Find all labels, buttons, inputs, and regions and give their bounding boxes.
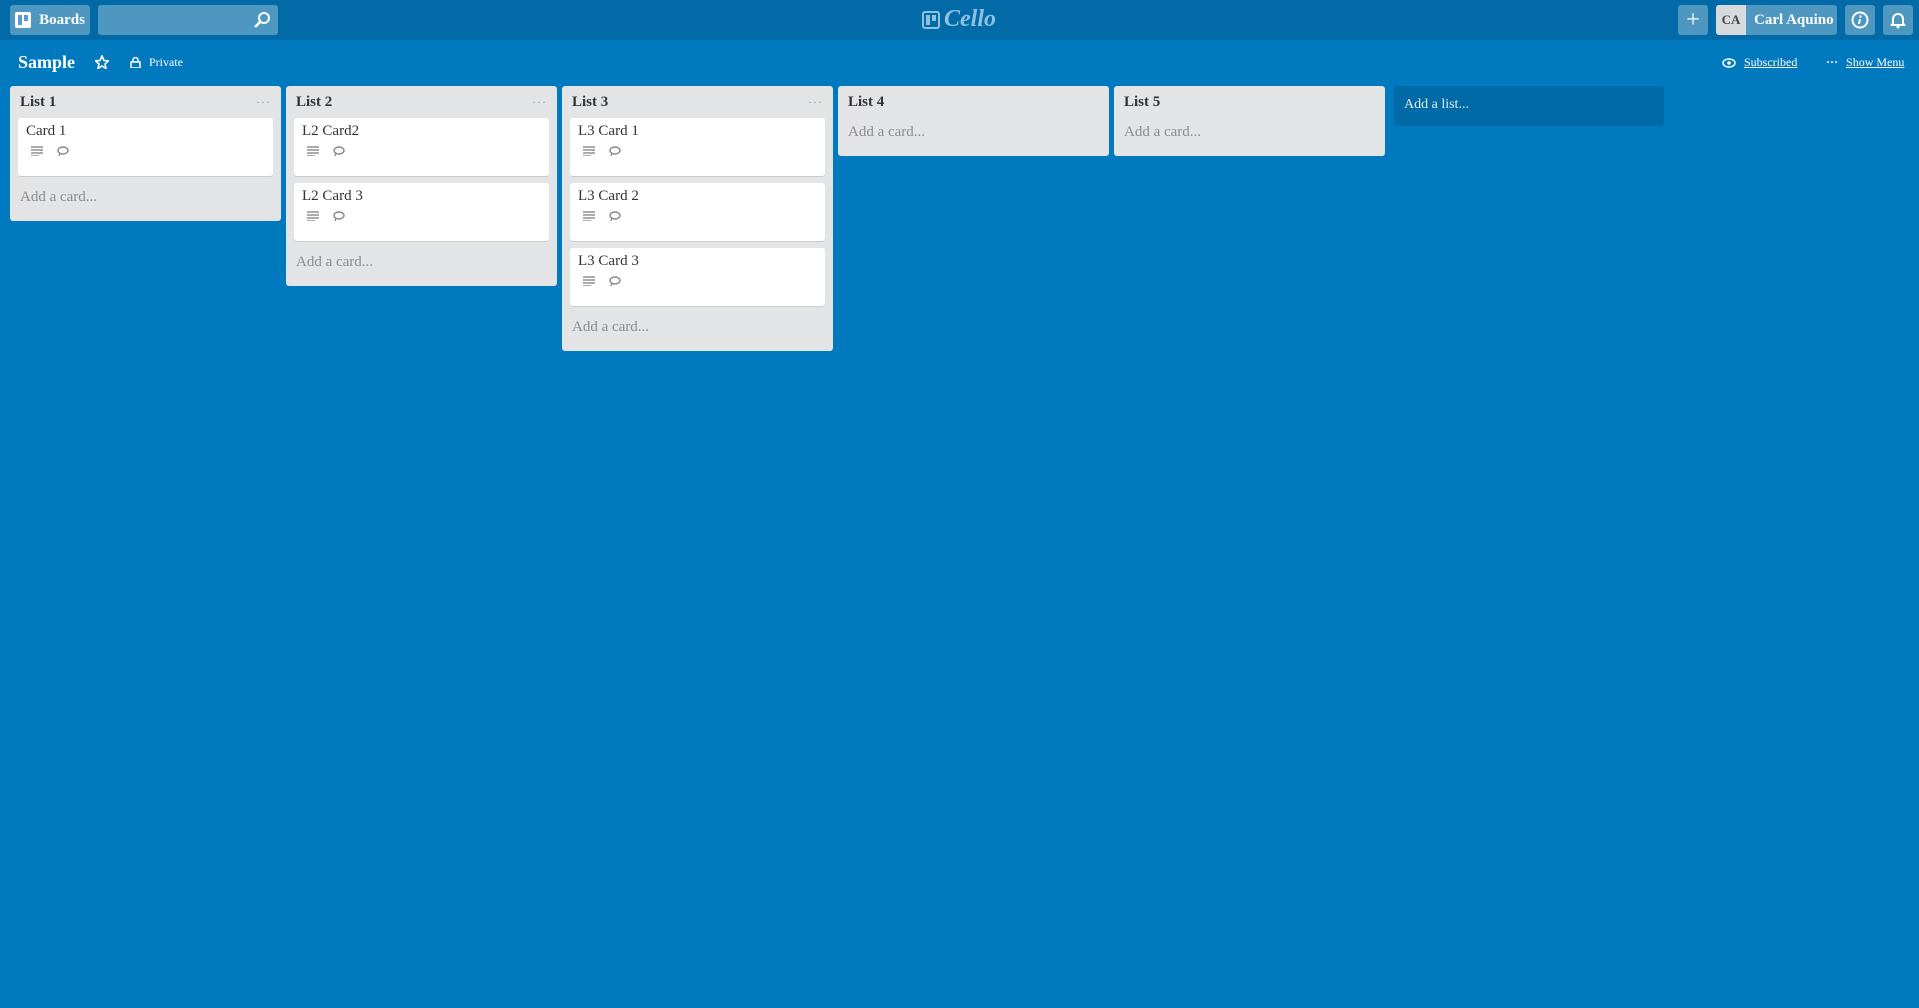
list-menu-icon[interactable]: ··· bbox=[532, 94, 547, 109]
card-badges bbox=[302, 211, 541, 221]
card[interactable]: L3 Card 3 bbox=[570, 248, 825, 306]
card-title: L2 Card2 bbox=[302, 123, 360, 139]
list-title[interactable]: List 5 bbox=[1124, 93, 1161, 110]
card-title: L3 Card 2 bbox=[578, 188, 639, 204]
card[interactable]: L2 Card 3 bbox=[294, 183, 549, 241]
subscribed-button[interactable]: Subscribed bbox=[1722, 55, 1797, 70]
member-button[interactable]: CA Carl Aquino bbox=[1716, 5, 1837, 35]
notifications-button[interactable] bbox=[1883, 5, 1913, 35]
comment-icon bbox=[333, 211, 345, 221]
list: List 1 ··· Card 1 Add a card... bbox=[10, 86, 281, 221]
star-icon[interactable] bbox=[95, 55, 109, 69]
add-card-button[interactable]: Add a card... bbox=[1124, 124, 1202, 140]
subscribed-label: Subscribed bbox=[1744, 55, 1798, 69]
list-title[interactable]: List 2 bbox=[296, 93, 333, 110]
add-card-button[interactable]: Add a card... bbox=[848, 124, 926, 140]
description-icon bbox=[307, 146, 319, 156]
comment-icon bbox=[609, 276, 621, 286]
visibility-button[interactable]: Private bbox=[130, 55, 183, 70]
description-icon bbox=[583, 276, 595, 286]
list-menu-icon[interactable]: ··· bbox=[256, 94, 271, 109]
list: List 4 Add a card... bbox=[838, 86, 1109, 156]
list-header: List 4 bbox=[846, 86, 1101, 118]
card-badges bbox=[26, 146, 265, 156]
list: List 2 ··· L2 Card2 L2 Card 3 Add a card... bbox=[286, 86, 557, 286]
card[interactable]: Card 1 bbox=[18, 118, 273, 176]
add-list-button[interactable]: Add a list... bbox=[1394, 86, 1664, 126]
comment-icon bbox=[57, 146, 69, 156]
card-title: L3 Card 3 bbox=[578, 253, 639, 269]
comment-icon bbox=[333, 146, 345, 156]
logo[interactable]: Cello bbox=[922, 6, 996, 33]
show-menu-button[interactable]: ··· Show Menu bbox=[1826, 55, 1904, 70]
list: List 3 ··· L3 Card 1 L3 Card 2 L3 Card 3 Add … bbox=[562, 86, 833, 351]
board-icon bbox=[15, 12, 32, 28]
lock-icon bbox=[130, 57, 141, 68]
card[interactable]: L2 Card2 bbox=[294, 118, 549, 176]
card-badges bbox=[578, 146, 817, 156]
list-title[interactable]: List 4 bbox=[848, 93, 885, 110]
list-header: List 5 bbox=[1122, 86, 1377, 118]
list-header: List 1 ··· bbox=[18, 86, 273, 118]
list: List 5 Add a card... bbox=[1114, 86, 1385, 156]
search-icon[interactable] bbox=[253, 11, 271, 29]
avatar: CA bbox=[1716, 5, 1746, 35]
description-icon bbox=[583, 211, 595, 221]
list-menu-icon[interactable]: ··· bbox=[808, 94, 823, 109]
add-card-button[interactable]: Add a card... bbox=[20, 189, 98, 205]
card-badges bbox=[578, 211, 817, 221]
description-icon bbox=[307, 211, 319, 221]
list-header: List 3 ··· bbox=[570, 86, 825, 118]
eye-icon bbox=[1722, 57, 1736, 68]
show-menu-label: Show Menu bbox=[1846, 55, 1905, 69]
more-icon: ··· bbox=[1826, 55, 1839, 69]
info-button[interactable] bbox=[1845, 5, 1875, 35]
description-icon bbox=[583, 146, 595, 156]
board-header: Sample Private Subscribed ··· Show Menu bbox=[0, 40, 1919, 86]
user-name: Carl Aquino bbox=[1754, 11, 1834, 28]
list-title[interactable]: List 3 bbox=[572, 93, 609, 110]
add-card-button[interactable]: Add a card... bbox=[296, 254, 374, 270]
add-button[interactable]: + bbox=[1678, 5, 1708, 35]
visibility-label: Private bbox=[149, 55, 183, 69]
list-title[interactable]: List 1 bbox=[20, 93, 57, 110]
card-title: L3 Card 1 bbox=[578, 123, 639, 139]
add-card-button[interactable]: Add a card... bbox=[572, 319, 650, 335]
boards-button[interactable]: Boards bbox=[10, 5, 90, 35]
logo-text: Cello bbox=[944, 6, 996, 32]
card[interactable]: L3 Card 1 bbox=[570, 118, 825, 176]
card-badges bbox=[302, 146, 541, 156]
description-icon bbox=[31, 146, 43, 156]
list-header: List 2 ··· bbox=[294, 86, 549, 118]
comment-icon bbox=[609, 211, 621, 221]
card-title: Card 1 bbox=[26, 123, 67, 139]
card[interactable]: L3 Card 2 bbox=[570, 183, 825, 241]
bell-icon bbox=[1890, 13, 1906, 29]
card-title: L2 Card 3 bbox=[302, 188, 363, 204]
info-icon bbox=[1851, 11, 1869, 29]
board-title[interactable]: Sample bbox=[18, 52, 76, 72]
boards-label: Boards bbox=[39, 11, 85, 28]
card-badges bbox=[578, 276, 817, 286]
comment-icon bbox=[609, 146, 621, 156]
search-input[interactable] bbox=[98, 5, 278, 35]
top-bar: Boards Cello + CA Carl Aquino bbox=[0, 0, 1919, 40]
logo-icon bbox=[922, 10, 940, 29]
